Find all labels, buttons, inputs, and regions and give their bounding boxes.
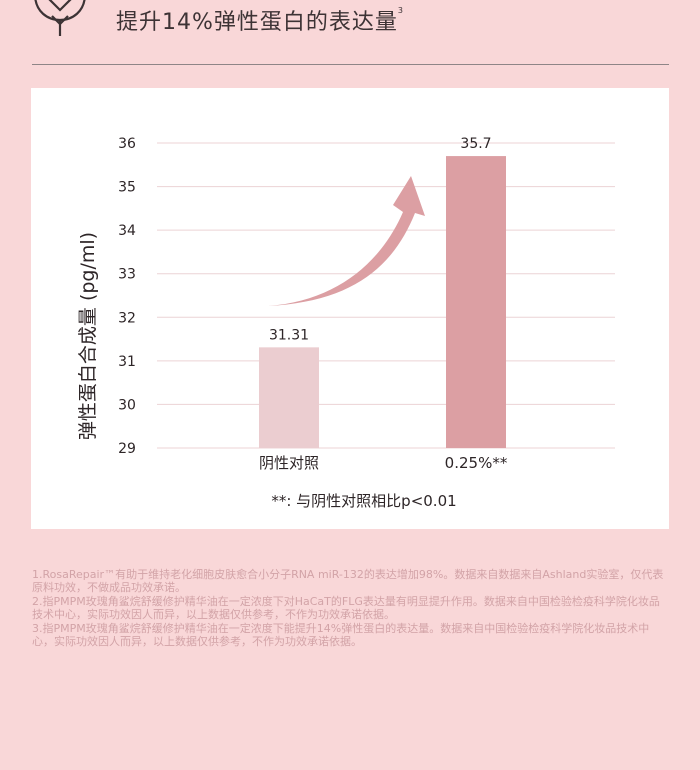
y-tick-label: 32 xyxy=(118,310,136,326)
y-axis-label: 弹性蛋白合成量 (pg/ml) xyxy=(77,232,99,440)
bar-chart: 29 30 31 32 33 34 35 36 31.31 阴性对照 35.7 0.25%** 弹性… xyxy=(77,136,615,510)
header-divider xyxy=(32,64,669,65)
footnote: 1.RosaRepair™有助于维持老化细胞皮肤愈合小分子RNA miR-132… xyxy=(32,568,664,595)
bar xyxy=(446,156,506,449)
y-tick-label: 33 xyxy=(118,267,136,283)
significance-note: **: 与阴性对照相比p<0.01 xyxy=(271,492,456,510)
y-tick-label: 31 xyxy=(118,354,136,370)
title-footnote-marker: 3 xyxy=(397,6,404,15)
footnotes: 1.RosaRepair™有助于维持老化细胞皮肤愈合小分子RNA miR-132… xyxy=(32,568,668,648)
footnote: 3.指PMPM玫瑰角鲨烷舒缓修护精华油在一定浓度下能提升14%弹性蛋白的表达量。… xyxy=(32,621,650,649)
header: 提升14%弹性蛋白的表达量3 xyxy=(0,0,700,66)
x-tick-label: 0.25%** xyxy=(445,454,508,472)
chart-card: 29 30 31 32 33 34 35 36 31.31 阴性对照 35.7 0.25%** 弹性… xyxy=(31,88,669,529)
bar xyxy=(259,347,319,448)
x-tick-label: 阴性对照 xyxy=(259,454,319,472)
y-tick-label: 30 xyxy=(118,397,136,413)
data-label: 35.7 xyxy=(460,136,491,152)
rose-logo-icon xyxy=(34,0,86,36)
footnote: 2.指PMPM玫瑰角鲨烷舒缓修护精华油在一定浓度下对HaCaT的FLG表达量有明… xyxy=(32,594,660,622)
page-title: 提升14%弹性蛋白的表达量3 xyxy=(116,6,404,35)
data-label: 31.31 xyxy=(269,327,309,343)
trend-arrow xyxy=(268,176,425,306)
y-tick-label: 29 xyxy=(118,441,136,457)
y-tick-label: 36 xyxy=(118,136,136,152)
y-tick-label: 35 xyxy=(118,180,136,196)
y-tick-label: 34 xyxy=(118,223,136,239)
